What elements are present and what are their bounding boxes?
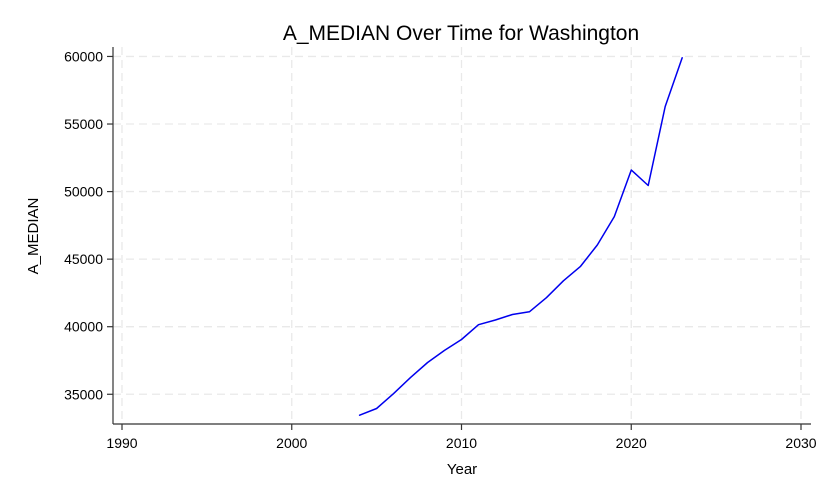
x-tick-label: 2000 <box>276 435 307 451</box>
y-tick-label: 35000 <box>64 386 103 402</box>
x-tick-label: 2010 <box>446 435 477 451</box>
x-tick-label: 2020 <box>616 435 647 451</box>
y-axis-label: A_MEDIAN <box>25 198 42 275</box>
x-tick-label: 2030 <box>785 435 816 451</box>
y-tick-label: 60000 <box>64 48 103 64</box>
chart-title: A_MEDIAN Over Time for Washington <box>283 22 639 45</box>
series-layer <box>358 57 683 416</box>
grid <box>113 47 811 424</box>
x-axis-label: Year <box>447 461 477 478</box>
y-tick-label: 45000 <box>64 251 103 267</box>
ticks: 1990 2000 2010 2020 2030 35000 40000 45000 50000… <box>64 48 817 451</box>
y-tick-label: 50000 <box>64 184 103 200</box>
y-tick-label: 40000 <box>64 319 103 335</box>
x-tick-label: 1990 <box>106 435 137 451</box>
series-line <box>358 57 683 416</box>
y-tick-label: 55000 <box>64 116 103 132</box>
